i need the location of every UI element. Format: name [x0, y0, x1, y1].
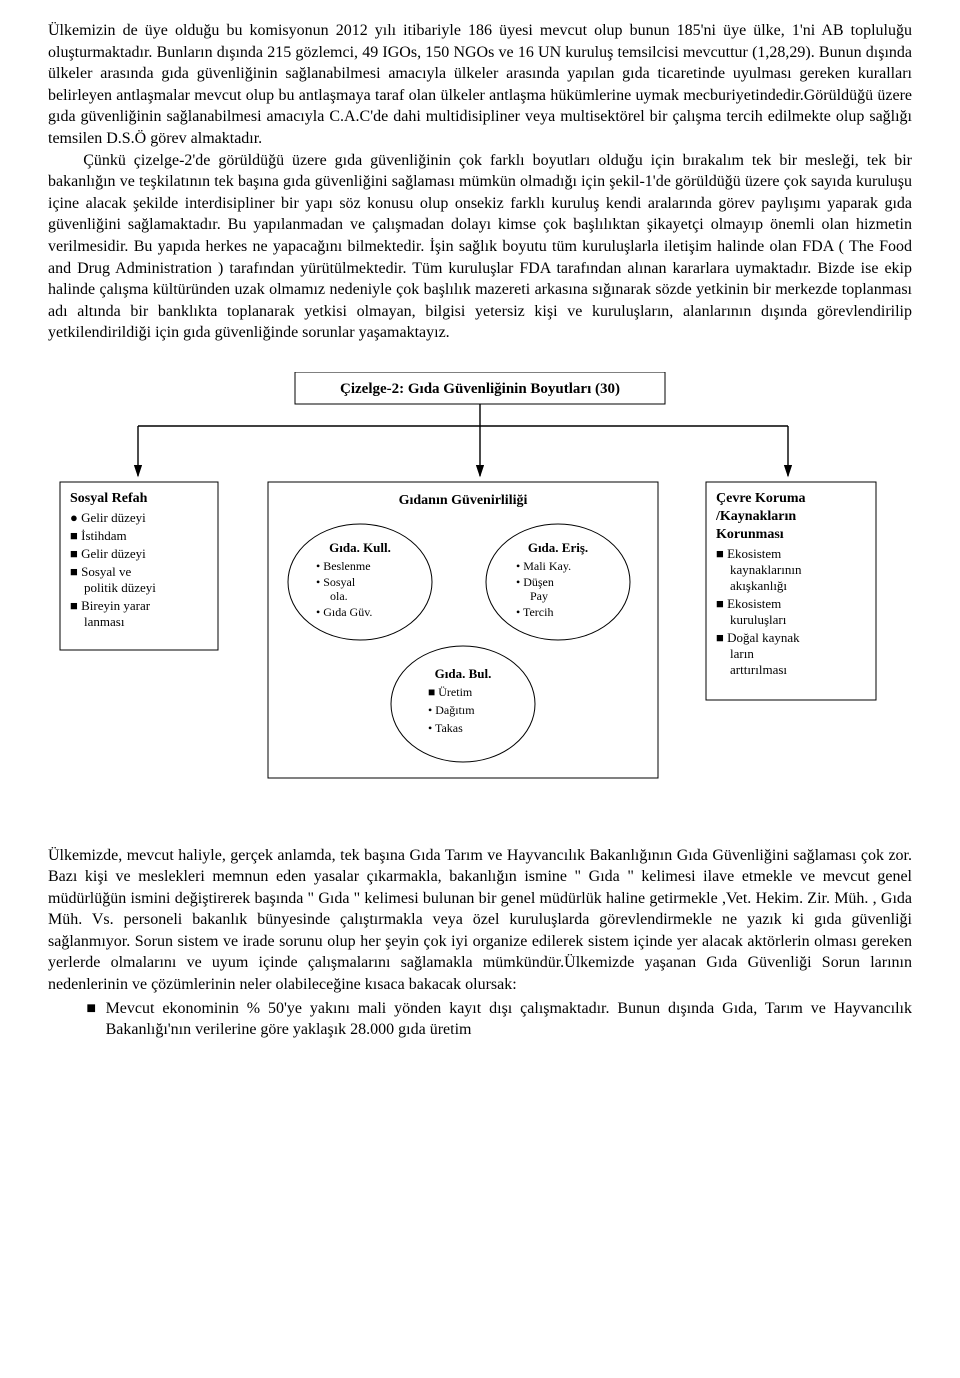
bottom-bullet-list: Mevcut ekonominin % 50'ye yakını mali yö… [48, 998, 912, 1041]
sosyal-refah-item-3a: ■ Sosyal ve [70, 564, 132, 579]
cevre-item-1b: kuruluşları [730, 612, 787, 627]
gida-bul-title: Gıda. Bul. [435, 666, 492, 681]
paragraph-1: Ülkemizin de üye olduğu bu komisyonun 20… [48, 20, 912, 150]
gida-kull-item-1a: • Sosyal [316, 575, 356, 589]
sosyal-refah-item-3b: politik düzeyi [84, 580, 156, 595]
gida-bul-item-0: ■ Üretim [428, 685, 473, 699]
sosyal-refah-item-1: ■ İstihdam [70, 528, 127, 543]
bottom-bullet-item-0: Mevcut ekonominin % 50'ye yakını mali yö… [86, 998, 912, 1041]
sosyal-refah-item-4a: ■ Bireyin yarar [70, 598, 151, 613]
gida-kull-item-1b: ola. [330, 589, 348, 603]
guvenirlik-title: Gıdanın Güvenirliliği [399, 493, 528, 508]
paragraph-2: Çünkü çizelge-2'de görüldüğü üzere gıda … [48, 150, 912, 344]
diagram-cizelge-2: Çizelge-2: Gıda Güvenliğinin Boyutları (… [48, 372, 912, 809]
cevre-item-0a: ■ Ekosistem [716, 546, 781, 561]
gida-eris-item-1a: • Düşen [516, 575, 554, 589]
sosyal-refah-item-4b: lanması [84, 614, 125, 629]
cevre-item-2b: ların [730, 646, 754, 661]
diagram-title: Çizelge-2: Gıda Güvenliğinin Boyutları (… [340, 381, 620, 397]
cevre-item-0c: akışkanlığı [730, 578, 787, 593]
gida-kull-item-0: • Beslenme [316, 559, 371, 573]
gida-eris-item-2: • Tercih [516, 605, 553, 619]
gida-kull-title: Gıda. Kull. [329, 540, 391, 555]
gida-eris-item-0: • Mali Kay. [516, 559, 571, 573]
paragraph-3: Ülkemizde, mevcut haliyle, gerçek anlamd… [48, 845, 912, 996]
cevre-title-3: Korunması [716, 527, 784, 542]
diagram-svg: Çizelge-2: Gıda Güvenliğinin Boyutları (… [48, 372, 912, 802]
cevre-title-2: /Kaynakların [715, 509, 796, 524]
sosyal-refah-item-0: ● Gelir düzeyi [70, 510, 146, 525]
cevre-title-1: Çevre Koruma [716, 491, 806, 506]
gida-kull-item-2: • Gıda Güv. [316, 605, 372, 619]
cevre-item-1a: ■ Ekosistem [716, 596, 781, 611]
sosyal-refah-title: Sosyal Refah [70, 491, 148, 506]
cevre-item-0b: kaynaklarının [730, 562, 802, 577]
cevre-item-2a: ■ Doğal kaynak [716, 630, 800, 645]
gida-eris-title: Gıda. Eriş. [528, 540, 588, 555]
gida-bul-item-1: • Dağıtım [428, 703, 475, 717]
gida-eris-item-1b: Pay [530, 589, 548, 603]
sosyal-refah-item-2: ■ Gelir düzeyi [70, 546, 146, 561]
cevre-item-2c: arttırılması [730, 662, 787, 677]
gida-bul-item-2: • Takas [428, 721, 463, 735]
